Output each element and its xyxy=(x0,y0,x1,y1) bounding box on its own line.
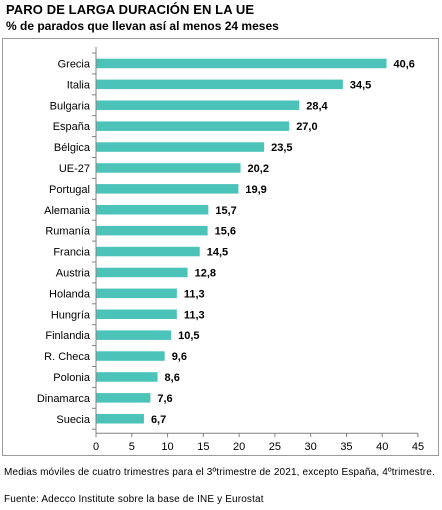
bar xyxy=(96,121,290,131)
chart-subtitle: % de parados que llevan así al menos 24 … xyxy=(6,19,279,33)
value-label: 14,5 xyxy=(207,247,228,259)
bar xyxy=(96,205,209,215)
category-label: Polonia xyxy=(53,372,91,384)
x-tick-label: 5 xyxy=(129,441,135,453)
value-label: 27,0 xyxy=(296,121,317,133)
value-label: 7,6 xyxy=(157,393,172,405)
value-label: 20,2 xyxy=(248,163,269,175)
category-label: España xyxy=(53,121,91,133)
bar xyxy=(96,225,208,236)
x-tick-label: 20 xyxy=(233,441,245,453)
x-tick-label: 35 xyxy=(340,441,352,453)
category-label: Dinamarca xyxy=(37,393,91,405)
category-label: Rumanía xyxy=(45,226,91,238)
bar xyxy=(96,267,188,278)
category-label: Italia xyxy=(67,79,91,91)
category-label: Francia xyxy=(53,247,91,259)
x-tick-label: 40 xyxy=(376,441,388,453)
chart-source: Fuente: Adecco Institute sobre la base d… xyxy=(4,494,264,505)
value-label: 12,8 xyxy=(195,267,216,279)
bar xyxy=(96,79,343,90)
x-tick-label: 0 xyxy=(93,441,99,453)
x-tick-label: 15 xyxy=(197,441,209,453)
category-label: Alemania xyxy=(44,205,91,217)
category-label: Suecia xyxy=(56,414,91,426)
value-label: 11,3 xyxy=(184,288,205,300)
chart-title: PARO DE LARGA DURACIÓN EN LA UE xyxy=(6,2,255,17)
value-label: 11,3 xyxy=(184,309,205,321)
value-label: 10,5 xyxy=(178,330,199,342)
value-label: 9,6 xyxy=(172,351,187,363)
value-label: 15,6 xyxy=(215,226,236,238)
category-label: Portugal xyxy=(49,184,90,196)
chart-note: Medias móviles de cuatro trimestres para… xyxy=(4,467,435,478)
category-label: UE-27 xyxy=(59,163,90,175)
x-tick-label: 30 xyxy=(305,441,317,453)
bar xyxy=(96,372,158,382)
category-label: Bélgica xyxy=(54,142,91,154)
bar xyxy=(96,246,200,257)
bar xyxy=(96,414,144,424)
value-label: 8,6 xyxy=(165,372,180,384)
category-label: Austria xyxy=(56,267,91,279)
value-label: 23,5 xyxy=(271,142,292,154)
value-label: 6,7 xyxy=(151,414,166,426)
value-label: 28,4 xyxy=(306,100,328,112)
category-label: Hungría xyxy=(51,309,91,321)
bar xyxy=(96,184,239,194)
bar xyxy=(96,351,165,361)
category-label: Holanda xyxy=(49,288,91,300)
value-label: 19,9 xyxy=(245,184,266,196)
bar xyxy=(96,142,265,152)
value-label: 34,5 xyxy=(350,79,371,91)
x-tick-label: 25 xyxy=(269,441,281,453)
x-tick-label: 10 xyxy=(161,441,173,453)
bar xyxy=(96,393,151,403)
chart-frame: Grecia 40,6 Italia 34,5 Bulgaria 28,4 España 27… xyxy=(2,38,439,456)
value-label: 15,7 xyxy=(215,205,236,217)
bar xyxy=(96,309,177,319)
bar xyxy=(96,163,241,173)
category-label: R. Checa xyxy=(44,351,91,363)
bar xyxy=(96,330,172,340)
category-label: Bulgaria xyxy=(50,100,91,112)
bar xyxy=(96,100,300,110)
bar xyxy=(96,288,177,299)
category-label: Finlandia xyxy=(45,330,91,342)
bar xyxy=(96,58,387,69)
value-label: 40,6 xyxy=(394,58,415,70)
x-tick-label: 45 xyxy=(412,441,424,453)
category-label: Grecia xyxy=(58,58,91,70)
bar-chart: Grecia 40,6 Italia 34,5 Bulgaria 28,4 España 27… xyxy=(37,47,424,453)
